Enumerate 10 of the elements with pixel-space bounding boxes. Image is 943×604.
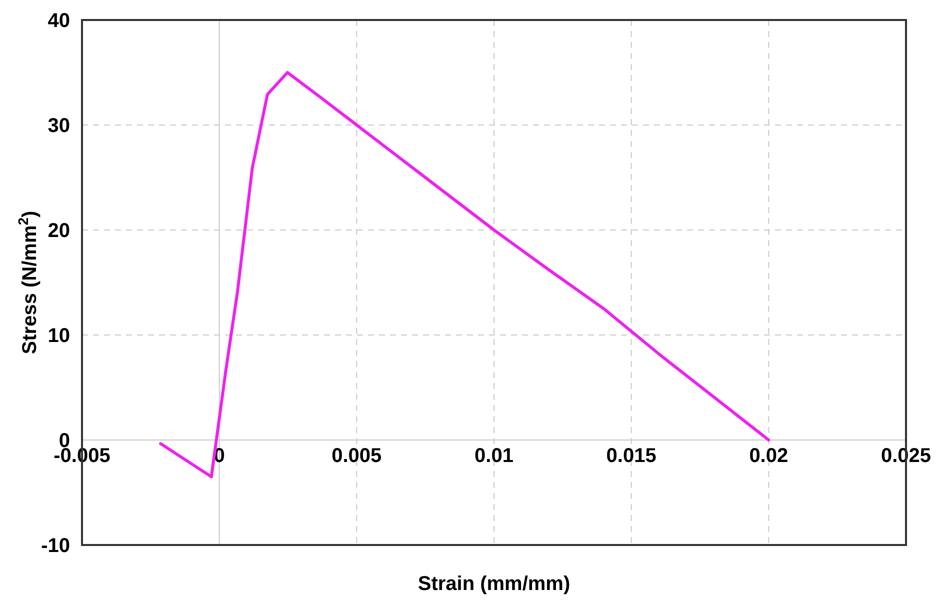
x-tick-label: 0.02 xyxy=(749,445,788,467)
y-tick-label: 40 xyxy=(48,10,70,32)
y-tick-label: 30 xyxy=(48,115,70,137)
y-tick-label: 10 xyxy=(48,325,70,347)
x-tick-label: 0.015 xyxy=(606,445,656,467)
y-tick-label: -10 xyxy=(41,535,70,557)
x-tick-label: 0.01 xyxy=(474,445,514,467)
y-tick-label: 20 xyxy=(48,220,70,242)
x-tick-label: 0.005 xyxy=(332,445,382,467)
x-axis-title: Strain (mm/mm) xyxy=(418,573,570,595)
